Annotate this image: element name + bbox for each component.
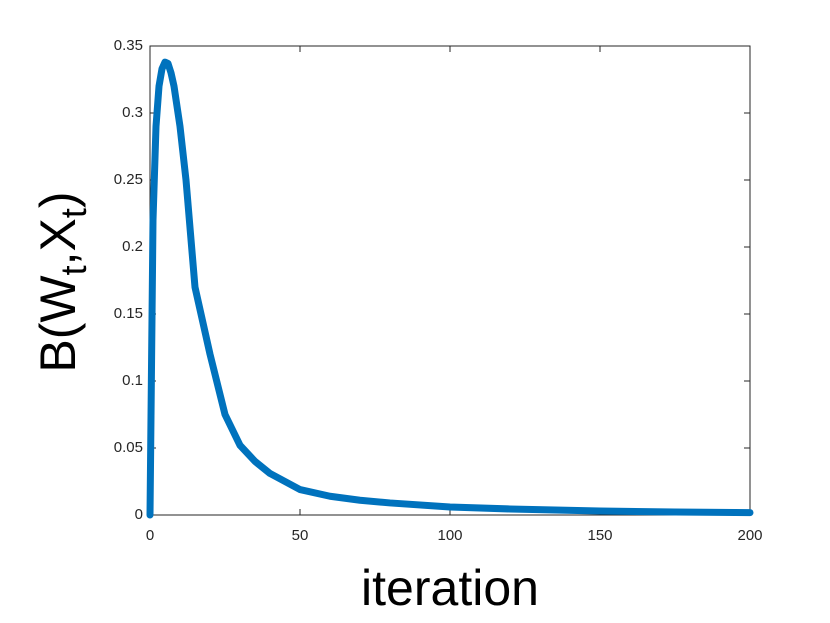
- y-tick-label: 0.2: [122, 238, 143, 255]
- x-tick-label: 200: [737, 527, 762, 544]
- x-axis-label: iteration: [361, 560, 539, 616]
- y-label-part: B(W: [30, 275, 86, 373]
- y-label-sub: t: [53, 265, 94, 275]
- y-tick-label: 0.1: [122, 372, 143, 389]
- x-tick-label: 0: [146, 527, 154, 544]
- y-tick-label: 0.15: [114, 305, 143, 322]
- y-tick-label: 0.05: [114, 439, 143, 456]
- y-tick-label: 0.3: [122, 104, 143, 121]
- y-tick-label: 0: [135, 506, 143, 523]
- y-tick-label: 0.35: [114, 37, 143, 54]
- x-tick-label: 50: [292, 527, 309, 544]
- y-label-part: ,X: [30, 218, 86, 265]
- x-tick-label: 150: [587, 527, 612, 544]
- x-tick-label: 100: [437, 527, 462, 544]
- y-label-part: ): [30, 191, 86, 208]
- y-axis-label: B(Wt,Xt): [30, 191, 93, 372]
- y-label-sub: t: [53, 208, 94, 218]
- y-tick-label: 0.25: [114, 171, 143, 188]
- line: [146, 58, 754, 519]
